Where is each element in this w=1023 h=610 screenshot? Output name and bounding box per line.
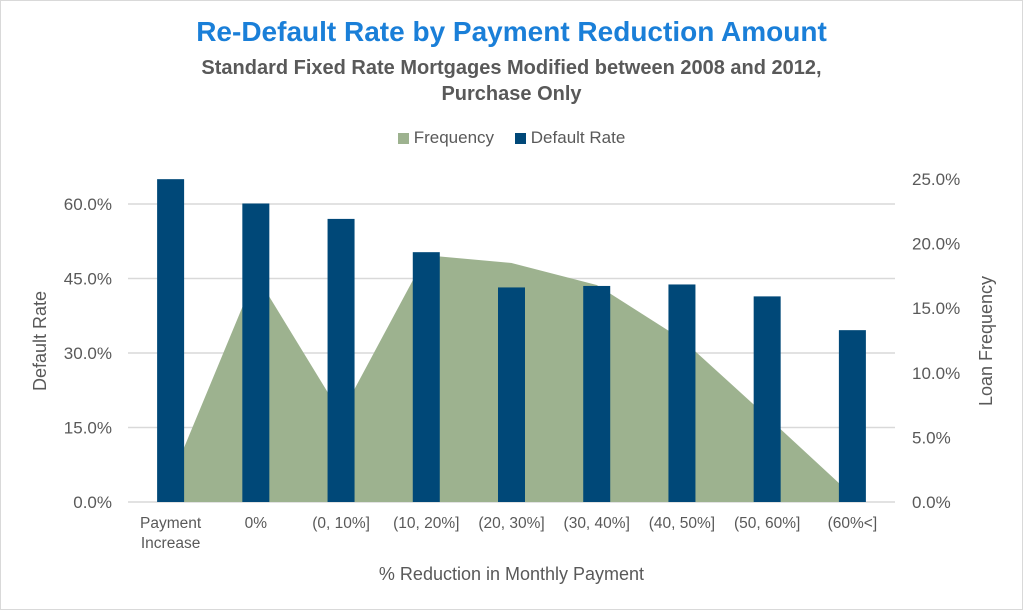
y-tick-label: 0.0% xyxy=(73,493,112,512)
default-rate-bar xyxy=(753,296,781,502)
x-tick-label: Payment xyxy=(140,515,202,532)
default-rate-bar xyxy=(412,252,440,502)
y2-axis-title: Loan Frequency xyxy=(976,276,996,406)
y-tick-label: 60.0% xyxy=(64,195,112,214)
y2-tick-label: 5.0% xyxy=(912,428,951,447)
legend-item-default-rate: Default Rate xyxy=(514,128,626,148)
default-rate-bar xyxy=(668,284,696,502)
subtitle-line-2: Purchase Only xyxy=(441,83,582,105)
y2-tick-label: 10.0% xyxy=(912,364,960,383)
x-tick-label: (10, 20%] xyxy=(393,515,459,532)
legend-label-frequency: Frequency xyxy=(413,128,495,147)
y-tick-label: 30.0% xyxy=(64,344,112,363)
legend-label-default-rate: Default Rate xyxy=(530,128,626,147)
x-tick-label: (40, 50%] xyxy=(649,515,715,532)
legend: Frequency Default Rate xyxy=(0,128,1023,149)
y2-tick-label: 0.0% xyxy=(912,493,951,512)
default-rate-bar xyxy=(498,287,525,502)
y2-tick-label: 15.0% xyxy=(912,299,960,318)
x-tick-label: (50, 60%] xyxy=(734,515,800,532)
y-tick-label: 15.0% xyxy=(64,419,112,438)
chart-subtitle: Standard Fixed Rate Mortgages Modified b… xyxy=(0,55,1023,107)
chart-title: Re-Default Rate by Payment Reduction Amo… xyxy=(196,16,827,47)
legend-swatch-frequency xyxy=(397,132,409,144)
x-tick-label: 0% xyxy=(245,515,268,532)
x-tick-label: (20, 30%] xyxy=(478,515,544,532)
y2-tick-label: 25.0% xyxy=(912,170,960,189)
y-tick-label: 45.0% xyxy=(64,270,112,289)
x-tick-label: (60%<] xyxy=(828,515,878,532)
y2-tick-label: 20.0% xyxy=(912,235,960,254)
x-axis-title: % Reduction in Monthly Payment xyxy=(379,564,644,584)
subtitle-line-1: Standard Fixed Rate Mortgages Modified b… xyxy=(201,57,822,79)
x-tick-label: Increase xyxy=(141,535,200,552)
default-rate-bar xyxy=(327,218,355,502)
x-tick-label: (0, 10%] xyxy=(312,515,370,532)
x-tick-label: (30, 40%] xyxy=(564,515,630,532)
legend-item-frequency: Frequency xyxy=(397,128,495,148)
default-rate-bar xyxy=(242,203,270,502)
legend-swatch-default-rate xyxy=(514,132,526,144)
default-rate-bar xyxy=(583,285,611,502)
default-rate-bar xyxy=(157,179,185,502)
y-axis-title: Default Rate xyxy=(30,291,50,391)
default-rate-bar xyxy=(838,330,866,502)
